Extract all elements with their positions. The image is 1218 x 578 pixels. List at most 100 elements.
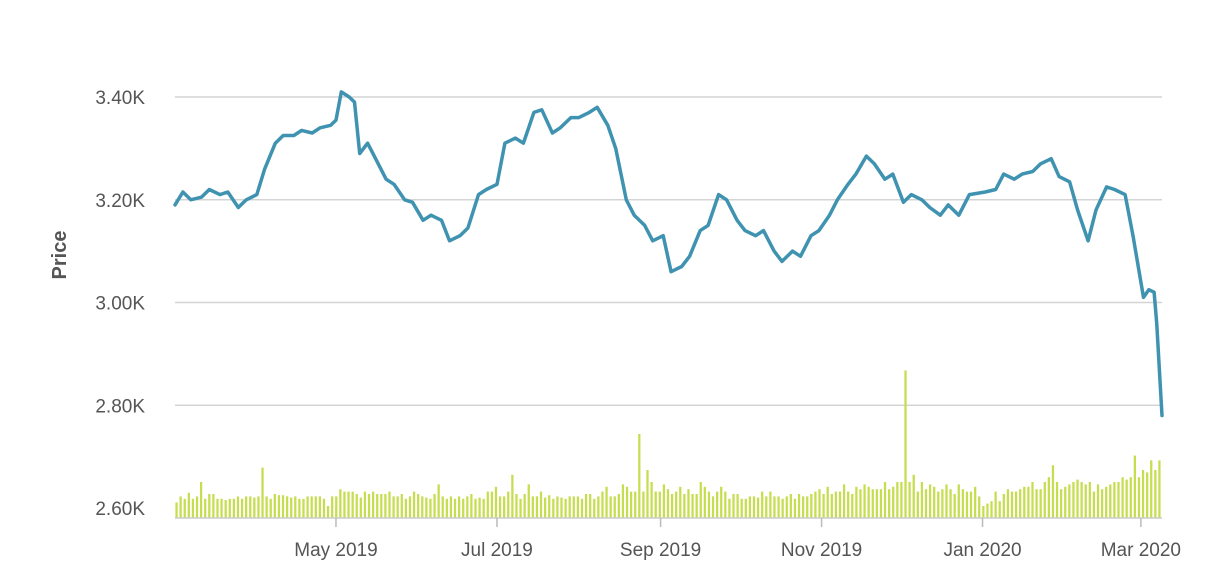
volume-bar xyxy=(199,482,203,518)
volume-bar xyxy=(683,494,686,518)
volume-bar xyxy=(331,496,334,518)
volume-bar xyxy=(806,496,809,518)
volume-bar xyxy=(904,370,907,518)
volume-bar xyxy=(1006,489,1010,518)
volume-bar xyxy=(187,492,190,518)
x-tick-label: Sep 2019 xyxy=(620,540,701,561)
volume-bar xyxy=(212,494,215,518)
volume-bar xyxy=(888,489,891,518)
volume-bar xyxy=(949,489,952,518)
volume-bar xyxy=(1146,472,1149,518)
volume-bar xyxy=(736,494,739,518)
volume-bar xyxy=(838,491,842,518)
x-tick-label: Mar 2020 xyxy=(1101,540,1181,561)
volume-bar xyxy=(1117,482,1120,518)
volume-bar xyxy=(830,494,833,518)
volume-bar xyxy=(699,482,702,518)
volume-bar xyxy=(236,496,240,518)
volume-bar xyxy=(1125,479,1128,518)
volume-bar xyxy=(912,474,915,518)
volume-bar xyxy=(1010,491,1014,518)
volume-bar xyxy=(1064,486,1067,518)
volume-bar xyxy=(560,497,563,518)
volume-bar xyxy=(584,494,588,518)
volume-bar xyxy=(957,484,960,518)
volume-bar xyxy=(720,486,723,518)
volume-bar xyxy=(646,470,649,518)
volume-bar xyxy=(531,496,534,518)
volume-bar xyxy=(1076,479,1079,518)
volume-bar xyxy=(1084,484,1087,518)
volume-bar xyxy=(1060,489,1063,518)
volume-bar xyxy=(183,498,186,518)
volume-bar xyxy=(367,494,371,518)
volume-bar xyxy=(548,495,551,518)
volume-bar xyxy=(474,498,477,518)
x-tick-label: Jan 2020 xyxy=(943,540,1021,561)
volume-bar xyxy=(564,498,567,518)
volume-bar xyxy=(261,467,264,518)
volume-bar xyxy=(216,498,219,518)
volume-bar xyxy=(716,491,719,518)
volume-bar xyxy=(1129,477,1132,518)
volume-bar xyxy=(1043,482,1046,518)
volume-bar xyxy=(1051,465,1055,518)
volume-bars xyxy=(175,370,1161,518)
volume-bar xyxy=(568,496,571,518)
volume-bar xyxy=(744,498,747,518)
volume-bar xyxy=(388,491,391,518)
volume-bar xyxy=(523,494,526,518)
volume-bar xyxy=(1137,477,1141,518)
volume-bar xyxy=(609,496,612,518)
volume-bar xyxy=(761,491,764,518)
volume-bar xyxy=(793,498,797,518)
volume-bar xyxy=(572,496,575,518)
volume-bar xyxy=(462,498,465,518)
volume-bar xyxy=(1100,489,1104,518)
volume-bar xyxy=(1158,460,1161,518)
volume-bar xyxy=(617,494,620,518)
volume-bar xyxy=(650,482,653,518)
volume-bar xyxy=(408,496,412,518)
volume-bar xyxy=(249,496,252,518)
volume-bar xyxy=(322,498,326,518)
volume-bar xyxy=(691,494,694,518)
y-tick-label: 2.60K xyxy=(95,499,145,520)
volume-bar xyxy=(175,502,178,518)
volume-bar xyxy=(1154,470,1157,518)
volume-bar xyxy=(228,498,231,518)
volume-bar xyxy=(437,484,440,518)
volume-bar xyxy=(613,496,616,518)
volume-bar xyxy=(494,486,498,518)
volume-bar xyxy=(605,486,608,518)
volume-bar xyxy=(445,498,448,518)
volume-bar xyxy=(576,496,580,518)
volume-bar xyxy=(580,498,584,518)
volume-bar xyxy=(961,489,964,518)
volume-bar xyxy=(974,486,977,518)
volume-bar xyxy=(703,486,706,518)
volume-bar xyxy=(924,489,928,518)
volume-bar xyxy=(400,494,403,518)
volume-bar xyxy=(376,494,379,518)
volume-bar xyxy=(625,486,629,518)
volume-bar xyxy=(285,496,289,518)
volume-bar xyxy=(412,491,416,518)
volume-bar xyxy=(920,482,924,518)
volume-bar xyxy=(756,497,760,518)
volume-bar xyxy=(797,494,801,518)
volume-bar xyxy=(1133,455,1136,518)
volume-bar xyxy=(842,484,846,518)
volume-bar xyxy=(883,482,887,518)
volume-bar xyxy=(1014,491,1018,518)
volume-bar xyxy=(875,489,878,518)
volume-bar xyxy=(339,489,342,518)
volume-bar xyxy=(871,489,874,518)
volume-bar xyxy=(281,495,285,518)
volume-bar xyxy=(589,494,592,518)
volume-bar xyxy=(396,496,399,518)
volume-bar xyxy=(417,494,420,518)
volume-bar xyxy=(380,494,383,518)
volume-bar xyxy=(425,497,428,518)
